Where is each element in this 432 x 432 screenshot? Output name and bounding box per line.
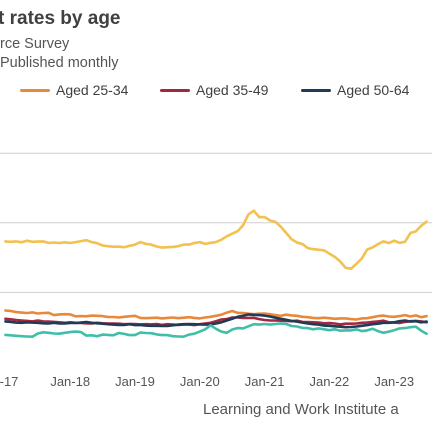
grid-lines <box>0 152 432 293</box>
legend-swatch-aged-25-34 <box>20 88 50 92</box>
legend-swatch-aged-50-64 <box>301 88 331 92</box>
x-tick-label: Jan-18 <box>50 374 90 389</box>
line-chart: n-17 Jan-18 Jan-19 Jan-20 Jan-21 Jan-22 Jan-23 <box>0 152 432 389</box>
chart-note: Published monthly <box>0 55 119 71</box>
legend-label-aged-25-34: Aged 25-34 <box>56 82 129 98</box>
series-line-aged-50-64 <box>4 313 428 329</box>
source-note: Learning and Work Institute a <box>203 401 399 418</box>
series-line-aged-16-24 <box>4 209 428 271</box>
legend-item-aged-50-64: Aged 50-64 <box>301 81 409 99</box>
x-tick-label: Jan-23 <box>374 374 414 389</box>
x-axis-ticks: n-17 Jan-18 Jan-19 Jan-20 Jan-21 Jan-22 Jan-23 <box>0 374 414 389</box>
series-lines <box>4 209 428 339</box>
chart-subtitle: rce Survey <box>0 36 70 52</box>
legend-item-aged-25-34: Aged 25-34 <box>20 81 128 99</box>
x-tick-label: Jan-20 <box>180 374 220 389</box>
series-line-aged-65-plus <box>4 322 428 339</box>
legend-label-aged-50-64: Aged 50-64 <box>337 82 410 98</box>
chart-title: t rates by age <box>0 8 121 29</box>
x-tick-label: Jan-21 <box>245 374 285 389</box>
legend-label-aged-35-49: Aged 35-49 <box>196 82 269 98</box>
legend-item-aged-35-49: Aged 35-49 <box>160 81 268 99</box>
x-tick-label: n-17 <box>0 374 18 389</box>
legend-swatch-aged-35-49 <box>160 88 190 92</box>
series-line-aged-25-34 <box>4 309 428 321</box>
x-tick-label: Jan-22 <box>310 374 350 389</box>
x-tick-label: Jan-19 <box>115 374 155 389</box>
